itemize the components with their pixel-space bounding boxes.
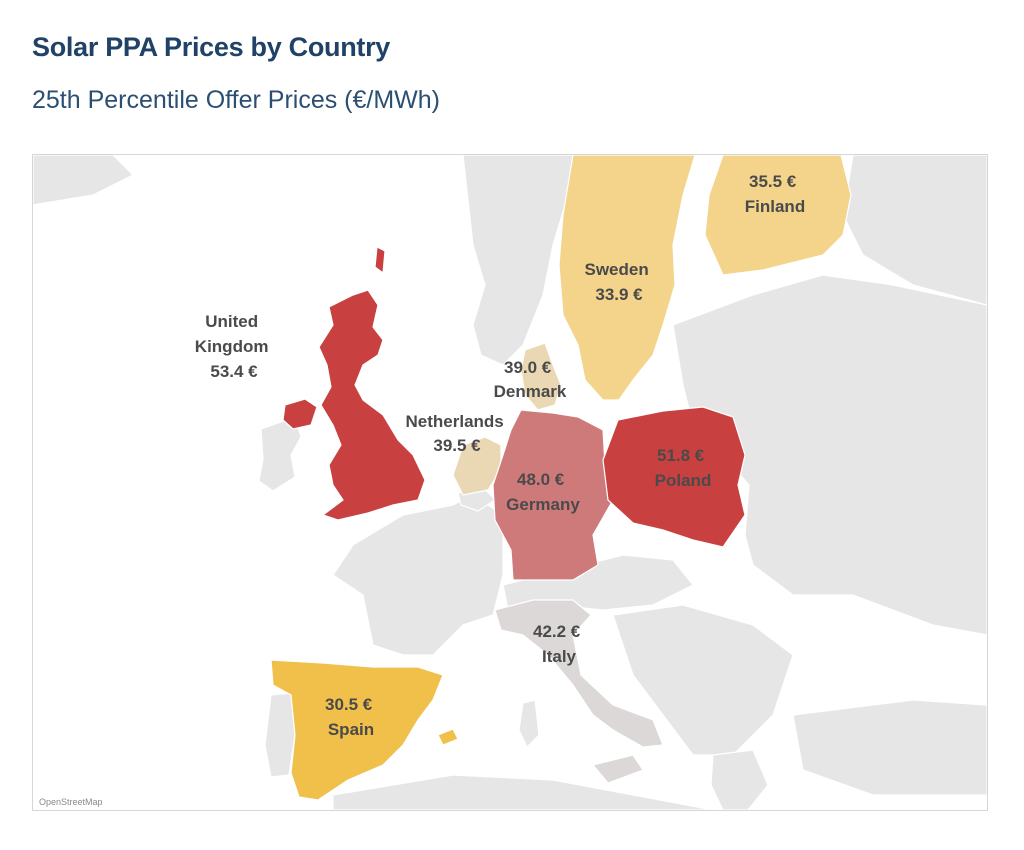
- label-denmark-line-2: Denmark: [494, 382, 567, 401]
- background-land: [33, 155, 987, 810]
- north-africa-shape: [332, 774, 714, 810]
- sardinia-shape: [518, 699, 540, 748]
- label-poland: 51.8 € Poland: [655, 446, 712, 490]
- label-denmark-line-1: 39.0 €: [504, 358, 552, 377]
- france-shape: [332, 494, 504, 656]
- label-italy-line-1: 42.2 €: [533, 622, 581, 641]
- label-netherlands: Netherlands 39.5 €: [406, 412, 509, 455]
- turkey-shape: [792, 699, 987, 796]
- black-sea-shape: [803, 635, 938, 700]
- greece-shape: [710, 749, 769, 810]
- label-germany: 48.0 € Germany: [506, 470, 580, 514]
- label-uk: United Kingdom 53.4 €: [195, 312, 273, 381]
- country-spain-balearic[interactable]: [437, 728, 459, 746]
- country-denmark[interactable]: [520, 342, 562, 411]
- label-sweden-line-2: 33.9 €: [595, 285, 643, 304]
- country-uk[interactable]: [318, 289, 426, 521]
- country-italy-sicily[interactable]: [592, 754, 644, 784]
- label-sweden-line-1: Sweden: [585, 260, 649, 279]
- label-spain-line-2: Spain: [328, 720, 374, 739]
- label-finland-line-2: Finland: [745, 197, 805, 216]
- label-netherlands-line-1: Netherlands: [406, 412, 504, 431]
- label-denmark: 39.0 € Denmark: [494, 358, 567, 401]
- label-italy: 42.2 € Italy: [533, 622, 585, 666]
- label-germany-line-2: Germany: [506, 495, 580, 514]
- label-spain-line-1: 30.5 €: [325, 695, 373, 714]
- country-labels: United Kingdom 53.4 € 51.8 € Poland 48.0…: [195, 172, 805, 739]
- highlighted-countries[interactable]: [270, 155, 852, 801]
- label-uk-line-1: United: [205, 312, 258, 331]
- norway-shape: [462, 155, 574, 366]
- page-subtitle: 25th Percentile Offer Prices (€/MWh): [32, 86, 441, 114]
- label-germany-line-1: 48.0 €: [517, 470, 565, 489]
- label-finland-line-1: 35.5 €: [749, 172, 797, 191]
- country-italy[interactable]: [494, 599, 664, 748]
- country-finland[interactable]: [704, 155, 852, 276]
- map-svg[interactable]: United Kingdom 53.4 € 51.8 € Poland 48.0…: [33, 155, 987, 810]
- country-germany[interactable]: [492, 409, 614, 581]
- balkans-shape: [612, 604, 794, 756]
- country-poland[interactable]: [602, 406, 746, 548]
- label-netherlands-line-2: 39.5 €: [433, 436, 481, 455]
- country-sweden[interactable]: [558, 155, 696, 401]
- label-finland: 35.5 € Finland: [745, 172, 805, 216]
- label-uk-line-3: 53.4 €: [210, 362, 258, 381]
- greenland-shape: [33, 155, 134, 206]
- label-poland-line-2: Poland: [655, 471, 712, 490]
- label-spain: 30.5 € Spain: [325, 695, 377, 739]
- label-sweden: Sweden 33.9 €: [585, 260, 654, 304]
- label-poland-line-1: 51.8 €: [657, 446, 705, 465]
- map-attribution[interactable]: OpenStreetMap: [39, 797, 103, 807]
- portugal-shape: [264, 692, 296, 778]
- country-uk-shetland[interactable]: [374, 246, 386, 274]
- country-spain[interactable]: [270, 659, 444, 801]
- map[interactable]: United Kingdom 53.4 € 51.8 € Poland 48.0…: [32, 154, 988, 811]
- page-title: Solar PPA Prices by Country: [32, 32, 391, 62]
- country-uk-northern-ireland[interactable]: [282, 398, 318, 430]
- label-italy-line-2: Italy: [542, 647, 577, 666]
- label-uk-line-2: Kingdom: [195, 337, 269, 356]
